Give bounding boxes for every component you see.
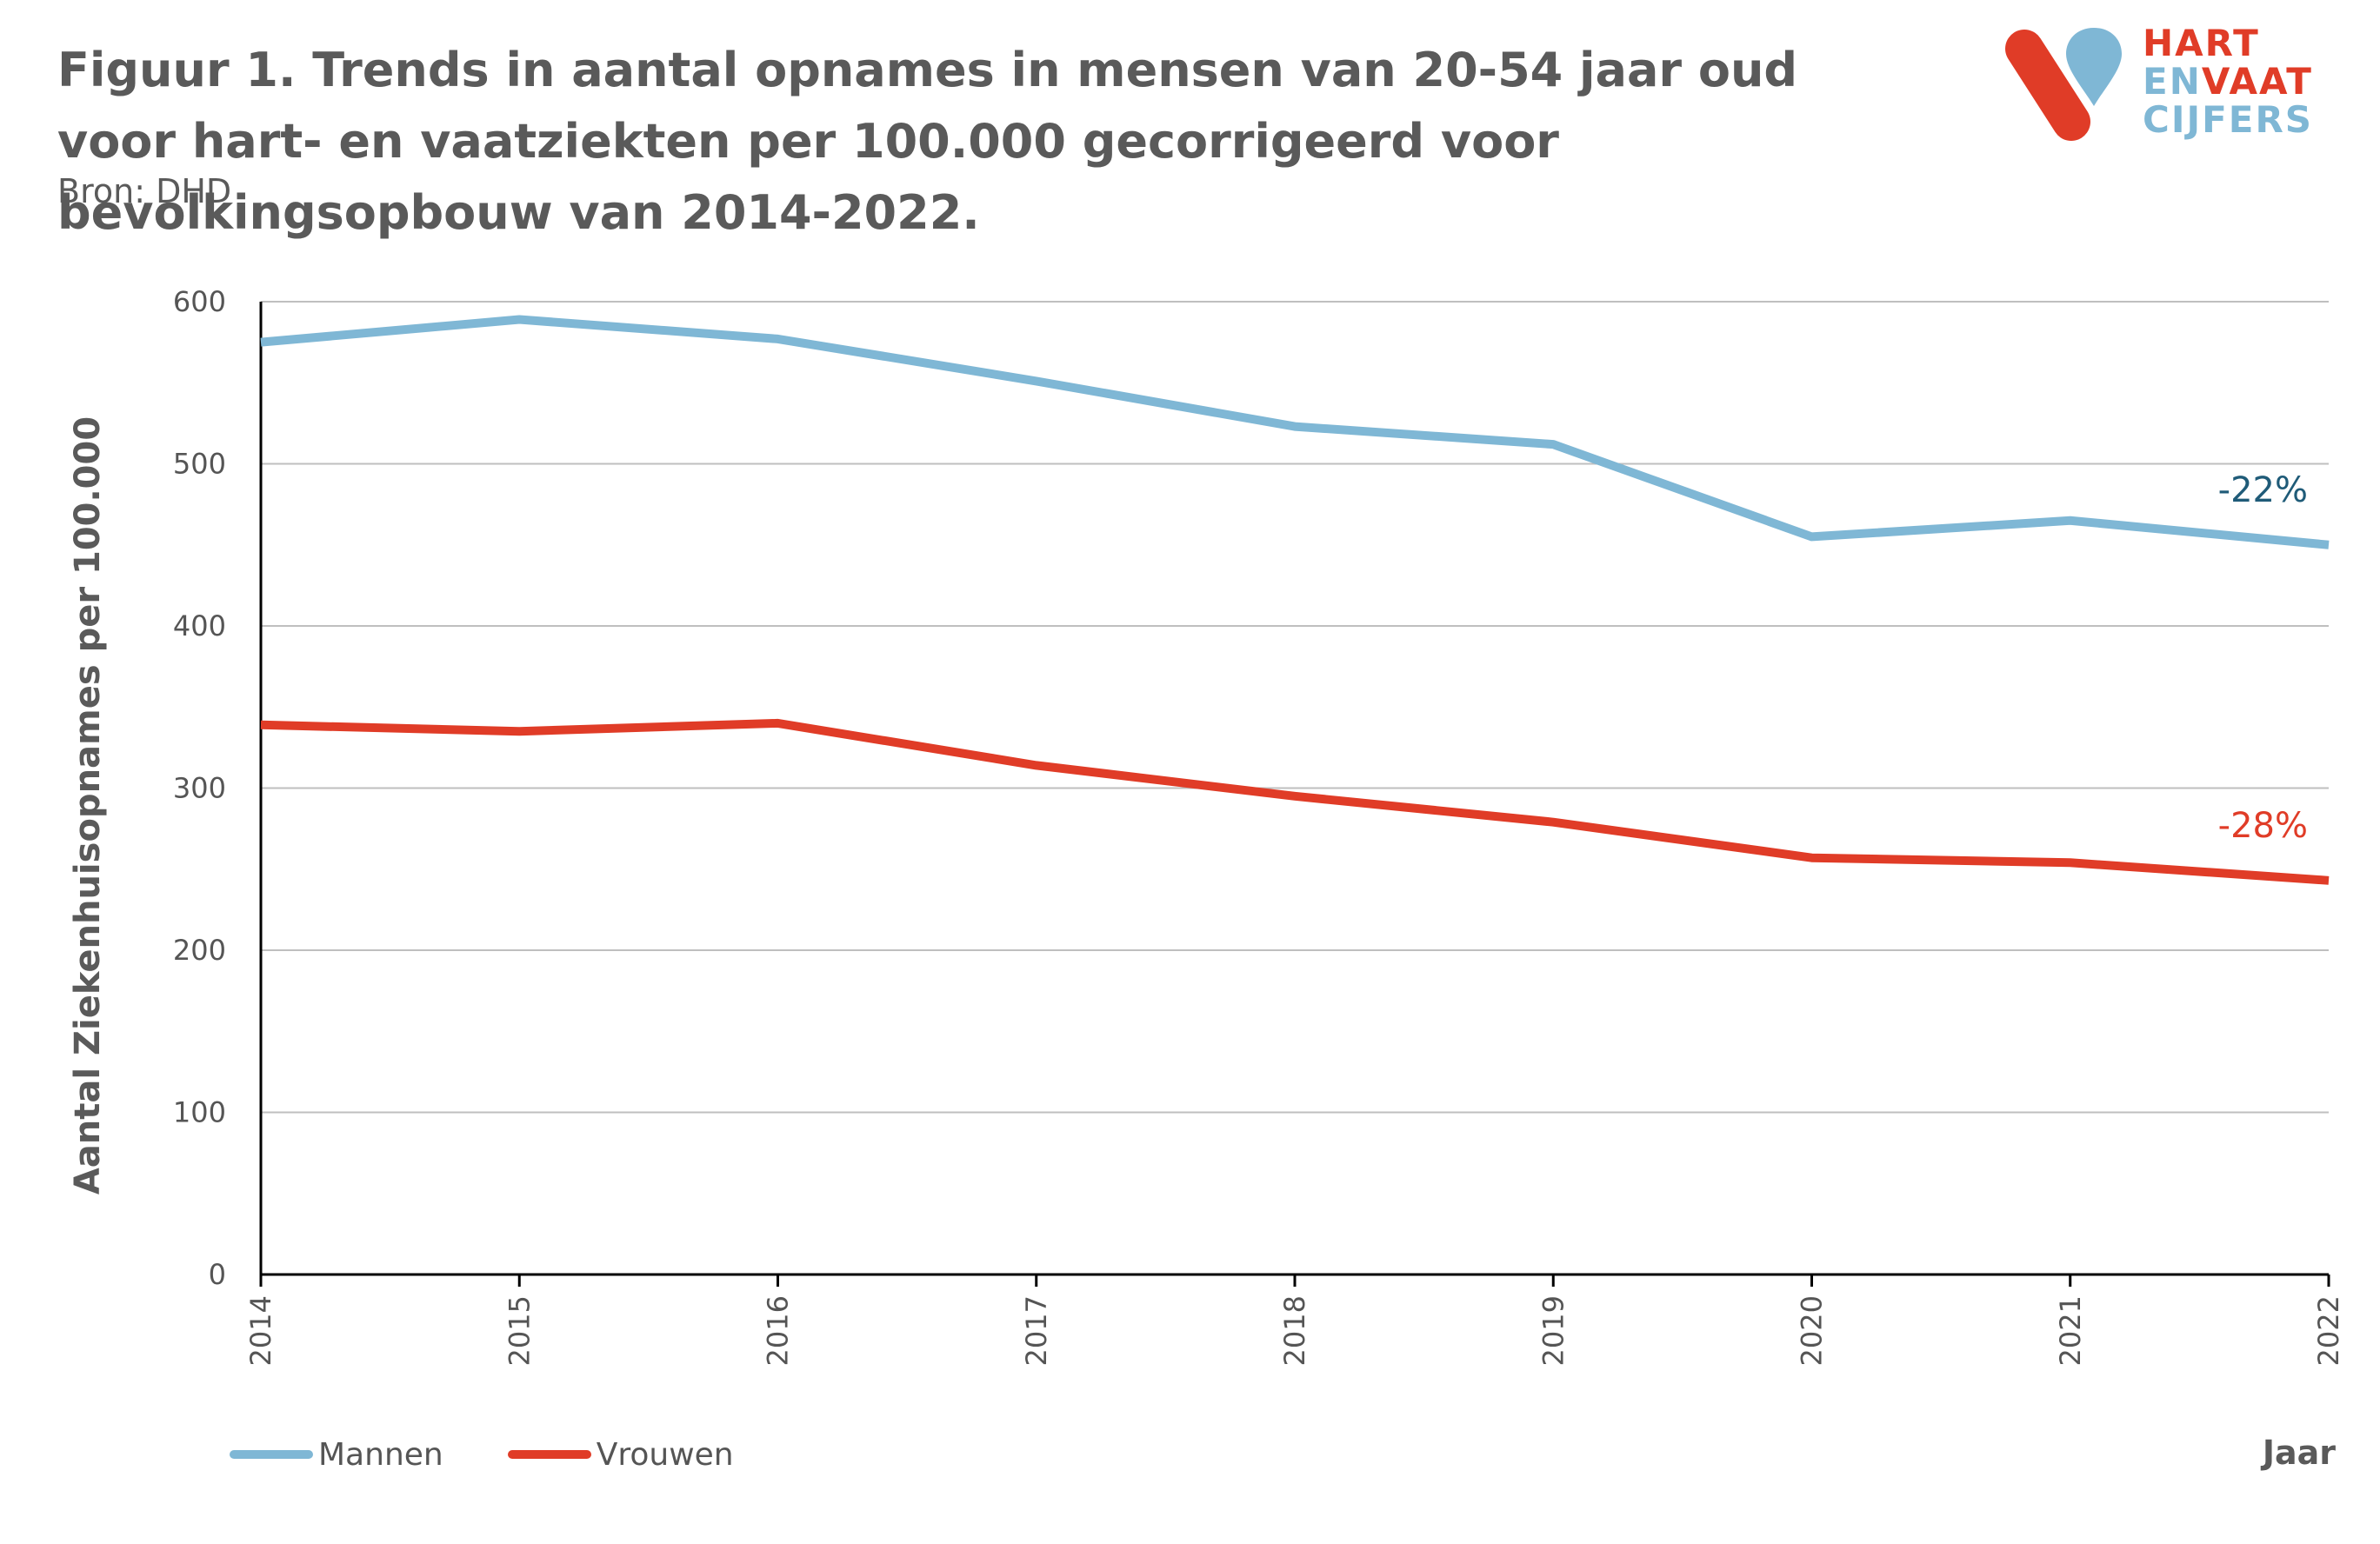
data-point-mannen-2020 <box>1811 536 1813 537</box>
chart-title: Figuur 1. Trends in aantal opnames in me… <box>57 43 1798 240</box>
legend-item-vrouwen[interactable]: Vrouwen <box>507 1436 734 1473</box>
y-axis-label: Aantal Ziekenhuisopnames per 100.000 <box>68 416 108 1195</box>
data-point-mannen-2022 <box>2328 544 2330 546</box>
y-tick-label-600: 600 <box>173 285 226 318</box>
data-point-vrouwen-2020 <box>1811 857 1813 859</box>
logo-line-envaat: ENVAAT <box>2143 60 2313 103</box>
data-point-mannen-2021 <box>2070 520 2071 522</box>
legend-swatch-vrouwen <box>507 1450 591 1459</box>
annotation-mannen: -22% <box>2218 470 2308 510</box>
x-tick-label-2019: 2019 <box>1537 1295 1570 1366</box>
data-point-vrouwen-2014 <box>260 724 262 726</box>
x-tick-label-2020: 2020 <box>1796 1295 1829 1366</box>
x-tick-label-2015: 2015 <box>503 1295 536 1366</box>
legend: Mannen Vrouwen <box>230 1433 734 1476</box>
series-annotations: -22% -28% <box>2218 470 2308 846</box>
legend-label-vrouwen: Vrouwen <box>596 1436 734 1473</box>
annotation-vrouwen: -28% <box>2218 806 2308 846</box>
y-tick-label-100: 100 <box>173 1096 226 1129</box>
data-point-mannen-2019 <box>1552 443 1554 445</box>
x-tick-label-2014: 2014 <box>244 1295 277 1366</box>
data-point-vrouwen-2017 <box>1036 764 1037 766</box>
series-line-mannen <box>260 315 2330 549</box>
y-tick-label-500: 500 <box>173 448 226 481</box>
legend-item-mannen[interactable]: Mannen <box>230 1437 443 1473</box>
logo-mark-icon <box>2005 28 2122 141</box>
x-axis-label: Jaar <box>2260 1434 2336 1472</box>
data-point-mannen-2018 <box>1294 426 1296 428</box>
x-tick-label-2018: 2018 <box>1278 1295 1311 1366</box>
legend-swatch-mannen <box>230 1450 313 1459</box>
data-point-mannen-2015 <box>518 319 520 321</box>
x-axis-ticks: 2014 2015 2016 2017 2018 2019 2020 2021 2022 <box>244 1274 2345 1366</box>
y-tick-label-0: 0 <box>209 1258 226 1291</box>
chart-source: Bron: DHD <box>57 172 232 210</box>
data-point-mannen-2016 <box>777 338 779 340</box>
y-axis-ticks: 0 100 200 300 400 500 600 <box>173 285 226 1291</box>
legend-label-mannen: Mannen <box>318 1436 443 1473</box>
data-point-vrouwen-2018 <box>1294 795 1296 797</box>
hartenvaatcijfers-logo: HART ENVAAT CIJFERS <box>2000 19 2348 150</box>
data-point-vrouwen-2015 <box>518 730 520 732</box>
y-tick-label-300: 300 <box>173 772 226 805</box>
data-point-vrouwen-2022 <box>2328 880 2330 882</box>
x-tick-label-2021: 2021 <box>2054 1295 2087 1366</box>
logo-text: HART ENVAAT CIJFERS <box>2143 24 2313 139</box>
data-point-vrouwen-2019 <box>1552 822 1554 823</box>
data-point-vrouwen-2021 <box>2070 862 2071 863</box>
y-tick-label-200: 200 <box>173 934 226 967</box>
y-tick-label-400: 400 <box>173 609 226 642</box>
data-point-vrouwen-2016 <box>777 722 779 724</box>
x-tick-label-2017: 2017 <box>1020 1295 1053 1366</box>
data-point-mannen-2017 <box>1036 380 1037 382</box>
x-tick-label-2016: 2016 <box>762 1295 795 1366</box>
series-line-vrouwen <box>260 718 2330 885</box>
x-tick-label-2022: 2022 <box>2312 1295 2345 1366</box>
grid-lines <box>261 301 2329 1114</box>
logo-line-cijfers: CIJFERS <box>2143 98 2314 141</box>
series-lines <box>260 315 2330 885</box>
logo-line-hart: HART <box>2143 22 2260 64</box>
data-point-mannen-2014 <box>260 342 262 343</box>
